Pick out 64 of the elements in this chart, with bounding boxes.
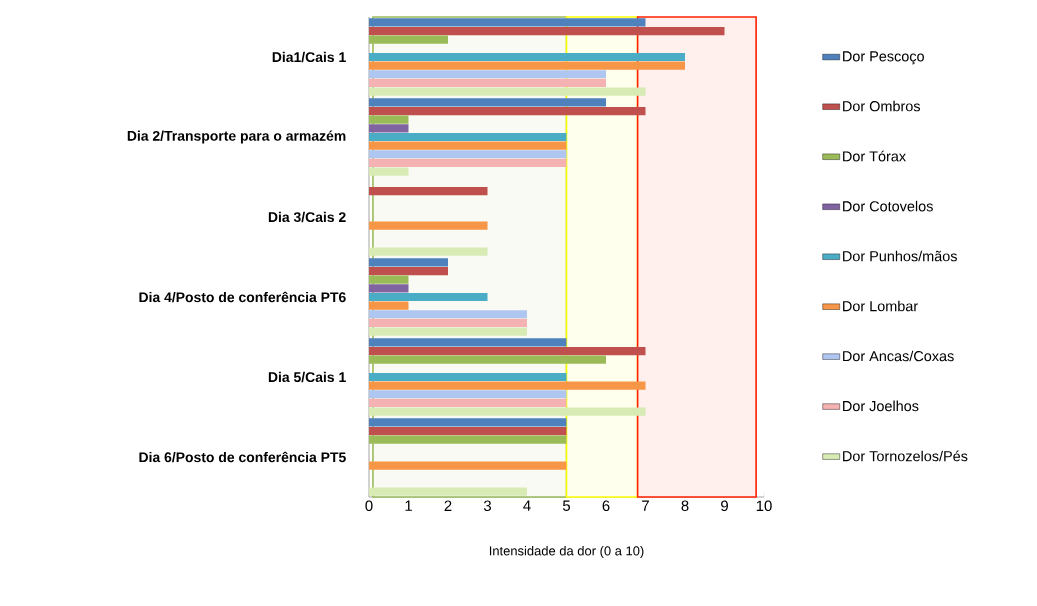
x-tick-label: 5	[562, 500, 571, 511]
bar	[369, 18, 646, 27]
bar	[369, 78, 607, 88]
bar	[369, 167, 409, 176]
bar	[369, 418, 567, 427]
legend-label: Dor Lombar	[843, 300, 918, 312]
bar	[369, 70, 607, 79]
bar	[369, 132, 567, 142]
bar	[369, 106, 646, 116]
bar	[369, 284, 409, 293]
y-tick-label: Dia 3/Cais 2	[268, 211, 346, 223]
y-tick-label: Dia 5/Cais 1	[268, 371, 346, 383]
bar	[369, 141, 567, 150]
x-tick-label: 2	[444, 500, 452, 511]
bar	[369, 98, 607, 107]
x-tick-label: 10	[756, 500, 772, 512]
bar	[369, 390, 567, 399]
legend-label: Dor Tornozelos/Pés	[843, 450, 968, 462]
bar	[369, 310, 528, 319]
bar	[369, 221, 488, 230]
bar	[369, 346, 646, 356]
x-tick-label: 9	[721, 500, 728, 512]
bar	[369, 318, 528, 328]
bar	[369, 338, 567, 347]
y-tick-label: Dia1/Cais 1	[272, 51, 346, 63]
bar	[369, 426, 567, 436]
legend-label: Dor Pescoço	[843, 51, 924, 65]
bar	[369, 150, 567, 159]
x-tick-label: 1	[405, 500, 412, 511]
legend-label: Dor Tórax	[843, 150, 906, 162]
bar	[369, 186, 488, 196]
legend-label: Dor Ancas/Coxas	[843, 350, 954, 362]
legend-label: Dor Punhos/mãos	[843, 250, 957, 262]
x-axis-title: Intensidade da dor (0 a 10)	[489, 545, 644, 558]
bar	[369, 26, 725, 36]
y-tick-label: Dia 4/Posto de conferência PT6	[139, 291, 346, 303]
bar	[369, 487, 528, 496]
bar	[369, 292, 488, 302]
y-tick-label: Dia 6/Posto de conferência PT5	[139, 451, 346, 463]
bar	[369, 87, 646, 96]
x-tick-label: 7	[642, 500, 649, 511]
x-tick-label: 8	[681, 500, 689, 512]
x-tick-label: 4	[523, 500, 531, 511]
bar	[369, 52, 686, 62]
bar	[369, 247, 488, 256]
x-tick-label: 3	[483, 500, 492, 512]
bar	[369, 461, 567, 470]
bar	[369, 407, 646, 416]
bar	[369, 398, 567, 408]
bar	[369, 258, 449, 267]
legend-label: Dor Joelhos	[843, 400, 919, 412]
bar	[369, 266, 449, 276]
x-tick-label: 6	[602, 500, 610, 512]
bar	[369, 158, 567, 168]
bar	[369, 61, 686, 70]
y-tick-label: Dia 2/Transporte para o armazém	[127, 130, 346, 144]
x-tick-label: 0	[365, 500, 373, 512]
legend-label: Dor Cotovelos	[843, 200, 933, 212]
bar	[369, 372, 567, 382]
bar	[369, 381, 646, 390]
bar	[369, 124, 409, 133]
bar	[369, 301, 409, 310]
legend-label: Dor Ombros	[843, 100, 921, 112]
bar	[369, 327, 528, 336]
